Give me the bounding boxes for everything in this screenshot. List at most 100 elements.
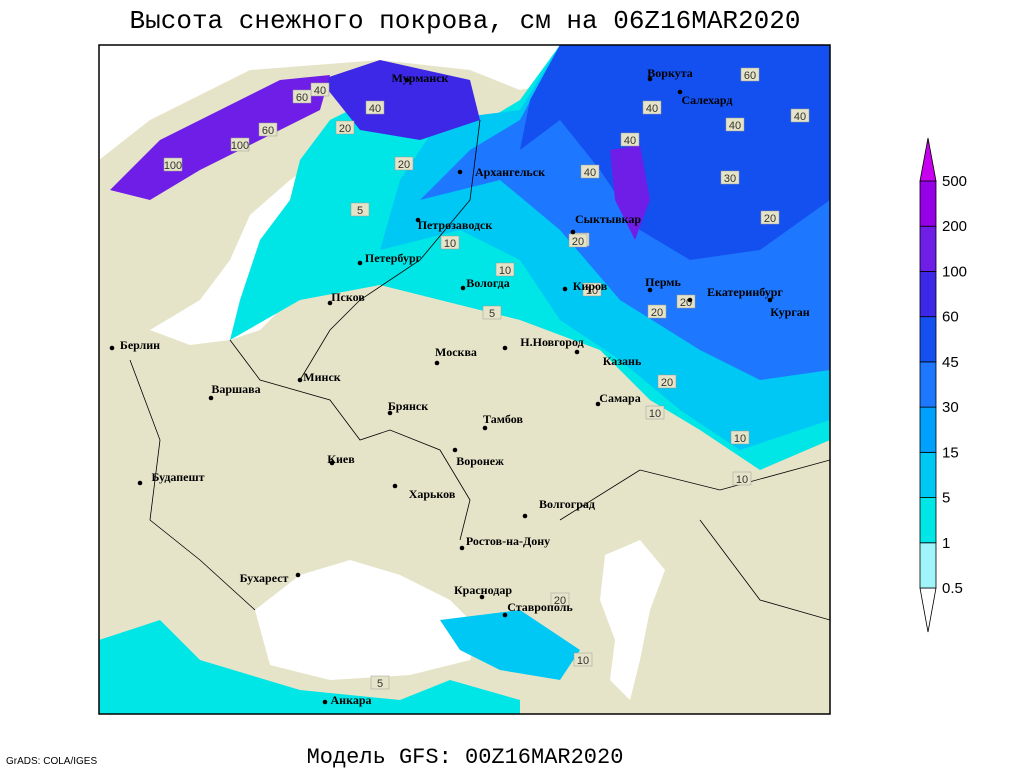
contour-label: 20 — [339, 123, 351, 135]
city-dot — [502, 612, 508, 618]
map — [99, 45, 830, 714]
city-label: Бухарест — [240, 571, 289, 585]
borders — [129, 119, 830, 621]
contour-label: 5 — [489, 308, 495, 320]
contour-label-box — [394, 156, 414, 171]
contour-label-box — [568, 233, 588, 248]
city-dot — [479, 594, 485, 600]
city-dot — [434, 360, 440, 366]
city-dot — [357, 260, 363, 266]
city-label: Харьков — [409, 487, 456, 501]
legend-label: 500 — [942, 173, 967, 190]
legend-swatch — [919, 316, 937, 363]
city-dot — [482, 425, 488, 431]
legend-swatch — [919, 497, 937, 544]
legend-label: 100 — [942, 263, 967, 280]
city-label: Псков — [331, 290, 365, 304]
legend-label: 45 — [942, 354, 959, 371]
city-label: Мурманск — [392, 71, 449, 85]
legend-label: 60 — [942, 309, 959, 326]
city-label: Пермь — [645, 275, 681, 289]
contour-label: 20 — [651, 307, 663, 319]
contour-label-box — [790, 108, 810, 123]
contour-label: 40 — [729, 120, 741, 132]
city-dot — [687, 297, 693, 303]
contour-label: 40 — [794, 111, 806, 123]
legend-label: 5 — [942, 490, 950, 507]
city-label: Ставрополь — [507, 600, 573, 614]
city-dot — [295, 572, 301, 578]
city-dot — [329, 460, 335, 466]
contour-label-box — [482, 305, 502, 320]
city-dot — [452, 447, 458, 453]
contour-label-box — [657, 374, 677, 389]
contour-label: 20 — [554, 595, 566, 607]
city-label: Минск — [303, 370, 340, 384]
contour-label-box — [645, 405, 665, 420]
legend-label: 200 — [942, 218, 967, 235]
city-label: Будапешт — [151, 470, 204, 484]
city-label: Петрозаводск — [418, 218, 493, 232]
snow-turkey — [99, 620, 520, 714]
city-label: Киев — [327, 452, 355, 466]
legend-swatch — [919, 180, 937, 227]
contour-label-box — [258, 122, 278, 137]
contour-label-box — [495, 262, 515, 277]
legend-swatch — [919, 406, 937, 453]
contour-label-box — [740, 67, 760, 82]
legend-label: 15 — [942, 444, 959, 461]
baltic-sea — [150, 160, 360, 345]
snow-30-60 — [520, 45, 830, 260]
model-caption: Модель GFS: 00Z16MAR2020 — [307, 745, 624, 768]
contour-label-box — [230, 137, 250, 152]
contour-label-box — [370, 675, 390, 690]
city-dot — [415, 217, 421, 223]
contour-label: 20 — [398, 159, 410, 171]
city-dot — [677, 89, 683, 95]
city-dot — [570, 229, 576, 235]
legend-swatch — [919, 225, 937, 272]
city-dot — [327, 300, 333, 306]
city-label: Екатеринбург — [707, 285, 783, 299]
map-frame — [98, 44, 831, 715]
contour-label-box — [760, 210, 780, 225]
contour-label: 40 — [369, 103, 381, 115]
city-dot — [208, 395, 214, 401]
contour-label-box — [730, 430, 750, 445]
snow-kola — [320, 60, 480, 140]
city-label: Сыктывкар — [575, 212, 641, 226]
city-label: Воркута — [647, 66, 692, 80]
contour-label-box — [365, 100, 385, 115]
contour-label: 40 — [584, 167, 596, 179]
contour-label-box — [647, 304, 667, 319]
legend-swatch — [919, 271, 937, 318]
contour-label: 100 — [231, 140, 249, 152]
contour-label: 10 — [734, 433, 746, 445]
city-dot — [322, 699, 328, 705]
legend-label: 1 — [942, 535, 950, 552]
city-label: Вологда — [466, 276, 510, 290]
legend-min-triangle — [919, 587, 937, 633]
contour-label: 40 — [646, 103, 658, 115]
city-label: Волгоград — [539, 497, 595, 511]
contour-label: 60 — [744, 70, 756, 82]
contour-label-box — [573, 652, 593, 667]
snow-caucasus — [440, 610, 580, 680]
legend-max-triangle — [919, 137, 937, 182]
contour-label-box — [725, 117, 745, 132]
contour-label-box — [292, 89, 312, 104]
city-dot — [137, 480, 143, 486]
contour-label-box — [310, 82, 330, 97]
title: Высота снежного покрова, см на 06Z16MAR2… — [130, 6, 801, 36]
city-label: Воронеж — [456, 454, 504, 468]
city-dot — [502, 345, 508, 351]
city-dot — [647, 76, 653, 82]
city-label: Брянск — [388, 399, 428, 413]
city-label: Архангельск — [475, 165, 545, 179]
contour-label-box — [580, 164, 600, 179]
contour-label-box — [582, 282, 602, 297]
city-label: Петербург — [365, 251, 422, 265]
contour-label: 20 — [661, 377, 673, 389]
credit: GrADS: COLA/IGES — [6, 756, 97, 767]
city-label: Москва — [435, 345, 477, 359]
